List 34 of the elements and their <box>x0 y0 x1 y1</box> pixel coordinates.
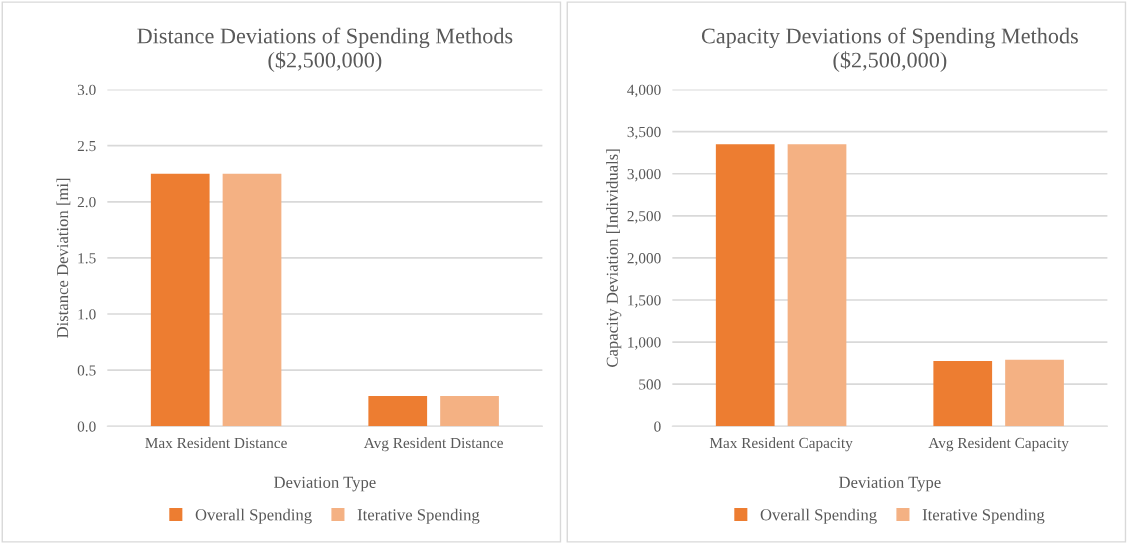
y-tick-label: 3.0 <box>77 84 96 96</box>
y-tick-label: 1,000 <box>628 337 661 350</box>
y-axis-title: Capacity Deviation [Individuals] <box>606 149 622 367</box>
y-tick-label: 3,000 <box>627 168 661 182</box>
legend-label: Overall Spending <box>195 508 312 524</box>
chart-title: Distance Deviations of Spending Methods ($2,500,000) <box>137 27 513 73</box>
y-tick-label: 1,500 <box>628 295 661 308</box>
y-tick-label: 3,500 <box>627 126 661 140</box>
x-axis-title: Deviation Type <box>274 476 376 492</box>
y-tick-label: 2.0 <box>77 196 96 208</box>
bar <box>933 361 993 427</box>
legend-label: Iterative Spending <box>922 508 1045 524</box>
y-tick-label: 0 <box>654 421 661 432</box>
y-tick-label: 4,000 <box>627 84 661 98</box>
x-axis-title: Deviation Type <box>839 476 941 492</box>
chart-title: Capacity Deviations of Spending Methods ($2,500,000) <box>701 27 1078 73</box>
y-axis-title: Distance Deviation [mi] <box>56 178 71 338</box>
y-tick-label: 0.5 <box>77 365 96 376</box>
legend-label: Iterative Spending <box>357 508 480 524</box>
x-tick-label: Avg Resident Capacity <box>928 437 1069 452</box>
bar <box>787 144 847 427</box>
x-tick-label: Max Resident Capacity <box>709 437 853 452</box>
bar <box>715 144 775 427</box>
legend-label: Overall Spending <box>760 508 877 524</box>
y-tick-label: 2,000 <box>627 253 661 266</box>
y-tick-label: 2.5 <box>77 140 96 152</box>
y-tick-label: 500 <box>639 379 661 390</box>
x-tick-label: Max Resident Distance <box>145 437 287 449</box>
y-tick-label: 1.5 <box>78 253 96 264</box>
y-tick-label: 1.0 <box>78 309 96 320</box>
y-tick-label: 2,500 <box>627 210 661 224</box>
x-tick-label: Avg Resident Distance <box>363 437 503 452</box>
y-tick-label: 0.0 <box>77 421 96 432</box>
bar <box>1005 359 1064 427</box>
